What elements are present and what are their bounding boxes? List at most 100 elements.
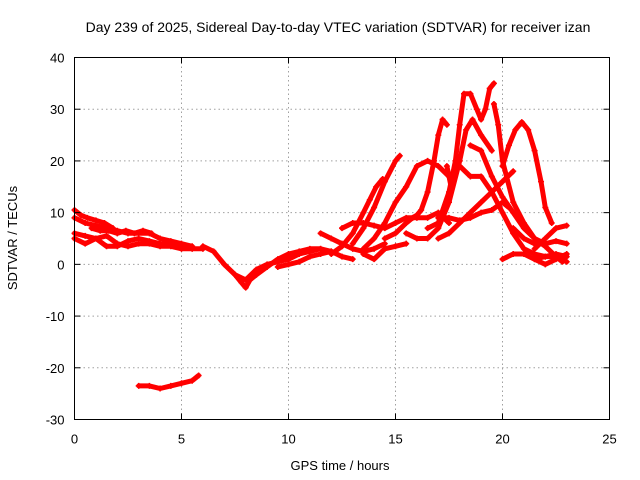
data-point-marker bbox=[456, 121, 463, 128]
tick-layer: 0 5 10 15 20 25 -30 -20 -10 0 10 20 30 40 bbox=[46, 51, 617, 447]
data-point-marker bbox=[157, 385, 164, 392]
series-trace-18 bbox=[424, 80, 497, 232]
data-point-marker bbox=[148, 230, 155, 237]
data-point-marker bbox=[448, 183, 455, 190]
y-tick-label: 0 bbox=[57, 257, 64, 272]
data-point-marker bbox=[467, 142, 474, 149]
data-point-marker bbox=[328, 251, 335, 258]
data-point-marker bbox=[531, 251, 538, 258]
data-point-marker bbox=[488, 207, 495, 214]
data-point-marker bbox=[339, 225, 345, 232]
data-point-marker bbox=[381, 235, 388, 242]
data-point-marker bbox=[418, 207, 425, 214]
x-tick-label: 25 bbox=[602, 432, 616, 447]
data-point-marker bbox=[435, 163, 442, 170]
data-point-marker bbox=[371, 256, 378, 263]
series-trace-5 bbox=[88, 225, 155, 237]
data-point-marker bbox=[392, 243, 399, 250]
data-point-marker bbox=[553, 225, 559, 232]
data-point-marker bbox=[553, 251, 559, 258]
data-point-marker bbox=[563, 240, 570, 247]
data-point-marker bbox=[446, 230, 452, 237]
data-point-marker bbox=[114, 243, 121, 250]
data-point-marker bbox=[499, 209, 506, 216]
data-point-marker bbox=[424, 188, 431, 195]
data-point-marker bbox=[253, 266, 260, 273]
data-point-marker bbox=[520, 235, 527, 242]
x-tick-label: 5 bbox=[178, 432, 185, 447]
data-point-marker bbox=[452, 157, 459, 164]
series-trace-28 bbox=[531, 222, 570, 252]
series-line bbox=[444, 163, 454, 190]
data-point-marker bbox=[381, 245, 388, 252]
data-point-marker bbox=[490, 80, 497, 87]
data-point-marker bbox=[210, 248, 217, 255]
data-point-marker bbox=[306, 253, 313, 260]
data-point-marker bbox=[103, 232, 110, 239]
data-point-marker bbox=[403, 230, 410, 237]
data-point-marker bbox=[114, 230, 121, 237]
data-point-marker bbox=[285, 251, 292, 258]
data-point-marker bbox=[317, 251, 324, 258]
data-point-marker bbox=[105, 227, 112, 234]
data-point-marker bbox=[167, 382, 174, 389]
data-point-marker bbox=[274, 258, 281, 265]
series-trace-6 bbox=[135, 372, 202, 392]
data-point-marker bbox=[456, 219, 463, 226]
data-point-marker bbox=[381, 240, 388, 247]
data-point-marker bbox=[499, 178, 506, 185]
data-point-marker bbox=[403, 183, 410, 190]
data-point-marker bbox=[518, 119, 525, 126]
data-point-marker bbox=[264, 261, 271, 268]
data-point-marker bbox=[563, 253, 570, 260]
data-point-marker bbox=[403, 240, 410, 247]
data-point-marker bbox=[178, 380, 185, 387]
series-trace-13 bbox=[349, 152, 403, 247]
data-point-marker bbox=[446, 188, 452, 195]
data-point-marker bbox=[82, 240, 89, 247]
data-point-marker bbox=[157, 240, 164, 247]
data-point-marker bbox=[424, 214, 431, 221]
data-point-marker bbox=[167, 240, 174, 247]
series-line bbox=[435, 168, 516, 241]
data-point-marker bbox=[456, 163, 463, 170]
data-point-marker bbox=[125, 238, 131, 245]
series-line bbox=[425, 80, 497, 231]
y-tick-label: 10 bbox=[50, 206, 64, 221]
series-trace-3 bbox=[71, 207, 117, 232]
data-point-marker bbox=[467, 173, 474, 180]
data-point-marker bbox=[82, 219, 89, 226]
data-point-marker bbox=[531, 256, 538, 263]
data-point-marker bbox=[285, 261, 292, 268]
data-point-marker bbox=[499, 194, 506, 201]
data-point-marker bbox=[381, 219, 388, 226]
data-point-marker bbox=[435, 235, 442, 242]
series-trace-17 bbox=[403, 116, 495, 242]
data-point-marker bbox=[469, 116, 476, 123]
data-point-marker bbox=[349, 219, 356, 226]
series-trace-4 bbox=[71, 235, 185, 250]
data-point-marker bbox=[548, 219, 555, 226]
data-point-marker bbox=[396, 152, 403, 159]
data-point-marker bbox=[467, 90, 474, 97]
data-point-marker bbox=[520, 225, 527, 232]
data-point-marker bbox=[499, 256, 506, 263]
data-point-marker bbox=[157, 235, 164, 242]
y-tick-label: -30 bbox=[46, 413, 65, 428]
data-point-marker bbox=[478, 199, 485, 206]
data-point-marker bbox=[178, 243, 185, 250]
data-point-marker bbox=[373, 183, 380, 190]
data-point-marker bbox=[296, 251, 303, 258]
data-point-marker bbox=[435, 132, 442, 139]
data-point-marker bbox=[542, 261, 549, 268]
data-point-marker bbox=[77, 212, 84, 219]
data-point-marker bbox=[478, 116, 485, 123]
series-trace-8 bbox=[232, 245, 324, 283]
data-point-marker bbox=[349, 240, 356, 247]
series-trace-16 bbox=[381, 116, 450, 242]
data-point-marker bbox=[349, 230, 356, 237]
data-point-marker bbox=[82, 232, 89, 239]
data-point-marker bbox=[505, 142, 512, 149]
data-point-marker bbox=[463, 126, 470, 133]
data-point-marker bbox=[499, 199, 506, 206]
